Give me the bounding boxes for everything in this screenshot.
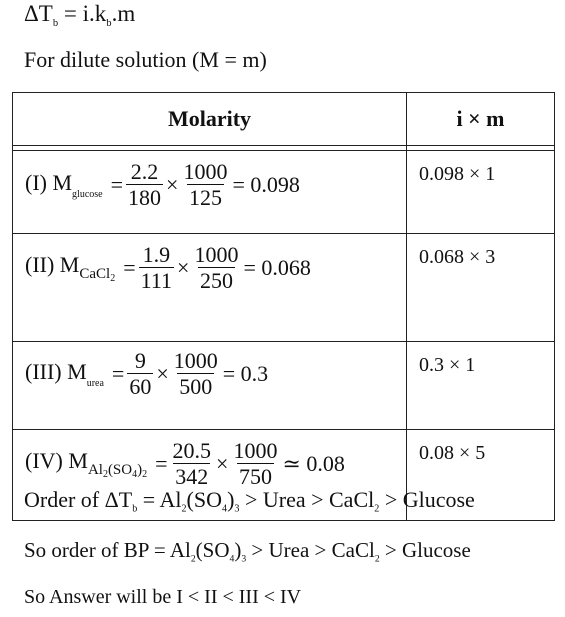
table-row: (IV) MAl2(SO4)2 = 20.5 342 × 1000 750 ≃ 0.… — [12, 429, 555, 521]
order-of-bp: So order of BP = Al2(SO4)3 > Urea > CaCl… — [24, 538, 471, 565]
molarity-column-header: Molarity — [12, 92, 407, 146]
table-row: (I) Mglucose = 2.2 180 × 1000 125 = 0.098 … — [12, 150, 555, 234]
i-times-m-column-header: i × m — [406, 92, 555, 146]
molarity-cell: (IV) MAl2(SO4)2 = 20.5 342 × 1000 750 ≃ 0.… — [12, 429, 407, 521]
table-row: (II) MCaCl2 = 1.9 111 × 1000 250 = 0.068 0… — [12, 233, 555, 342]
dilute-solution-note: For dilute solution (M = m) — [24, 47, 267, 72]
i-times-m-cell: 0.098 × 1 — [406, 150, 555, 234]
table-row: (III) Murea = 9 60 × 1000 500 = 0.3 0.3 × … — [12, 341, 555, 430]
i-times-m-cell: 0.3 × 1 — [406, 341, 555, 430]
order-of-delta-tb: Order of ΔTb = Al2(SO4)3 > Urea > CaCl2 … — [24, 487, 475, 515]
final-answer: So Answer will be I < II < III < IV — [24, 586, 302, 608]
molarity-table: Molarity i × m (I) Mglucose = 2.2 180 × 1… — [12, 92, 555, 521]
molarity-cell: (II) MCaCl2 = 1.9 111 × 1000 250 = 0.068 — [12, 233, 407, 342]
table-header-row: Molarity i × m — [12, 92, 555, 146]
i-times-m-cell: 0.08 × 5 — [406, 429, 555, 521]
molarity-cell: (I) Mglucose = 2.2 180 × 1000 125 = 0.098 — [12, 150, 407, 234]
molarity-cell: (III) Murea = 9 60 × 1000 500 = 0.3 — [12, 341, 407, 430]
i-times-m-cell: 0.068 × 3 — [406, 233, 555, 342]
delta-tb-formula: ΔTb = i.kb.m — [24, 1, 136, 29]
